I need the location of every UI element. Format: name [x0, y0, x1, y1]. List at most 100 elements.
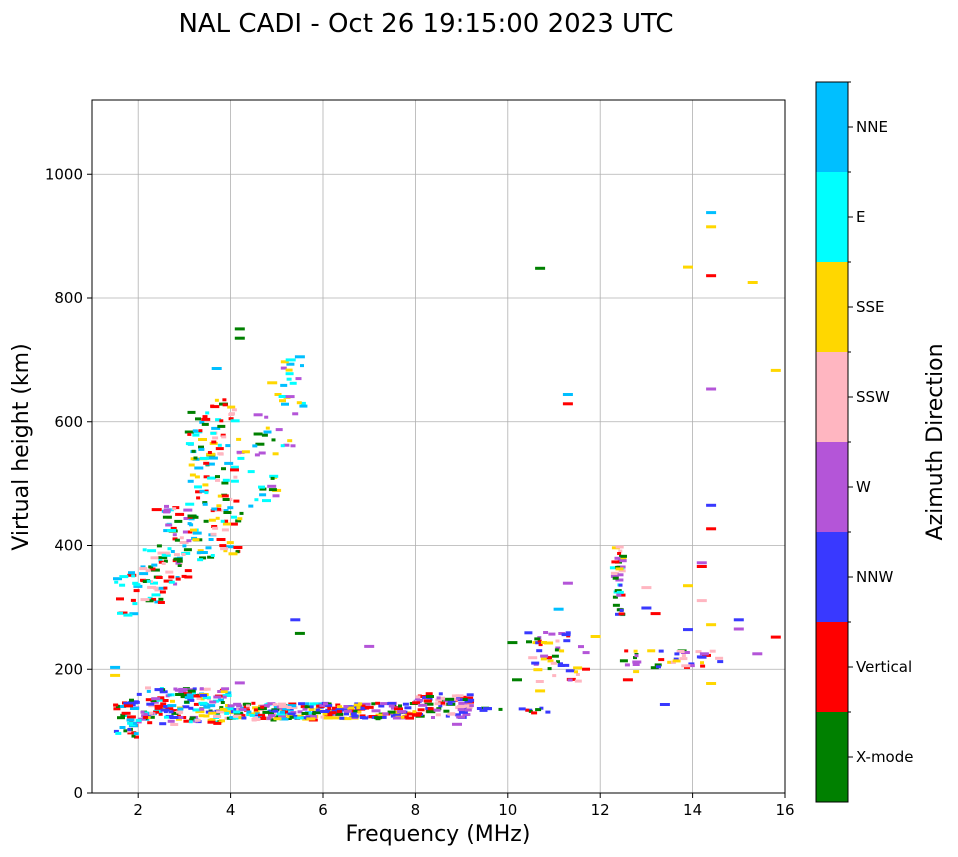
echo-point [554, 648, 559, 652]
echo-point [230, 468, 239, 472]
echo-point [438, 692, 443, 696]
echo-point [184, 700, 190, 704]
echo-point [224, 461, 234, 465]
echo-point [203, 461, 210, 465]
echo-point [565, 631, 571, 635]
echo-point [534, 637, 541, 641]
echo-point [288, 702, 297, 706]
echo-point [203, 714, 210, 718]
echo-point [175, 561, 181, 565]
echo-point [221, 528, 229, 532]
echo-point [186, 539, 192, 543]
echo-point [458, 710, 468, 714]
echo-point [198, 701, 208, 705]
echo-point [202, 502, 208, 506]
echo-point [260, 717, 266, 720]
echo-point [696, 565, 707, 568]
echo-point [182, 530, 188, 534]
echo-point [139, 567, 148, 571]
echo-point [127, 729, 132, 733]
echo-point [173, 557, 183, 561]
echo-point [150, 699, 157, 702]
echo-point [412, 710, 417, 714]
echo-point [221, 481, 229, 485]
echo-point [113, 707, 121, 711]
echo-point [170, 699, 175, 703]
echo-point [140, 598, 150, 602]
echo-point [215, 478, 220, 482]
echo-point [196, 697, 204, 701]
echo-point [209, 700, 217, 704]
echo-point [323, 702, 329, 706]
y-axis-ticks: 0 200 400 600 800 1000 [45, 165, 92, 802]
echo-point [120, 713, 126, 717]
echo-point [545, 710, 551, 714]
echo-point [615, 545, 624, 549]
echo-point [233, 546, 243, 549]
echo-point [143, 579, 151, 583]
echo-point [343, 705, 349, 708]
echo-point [464, 708, 472, 712]
echo-point [706, 682, 717, 685]
echo-point [214, 398, 219, 402]
echo-point [239, 511, 244, 515]
echo-point [561, 633, 571, 637]
colorbar-label: Azimuth Direction [923, 343, 948, 540]
echo-point [431, 716, 435, 719]
echo-point [205, 546, 212, 550]
echo-point [280, 444, 285, 448]
echo-point [158, 712, 163, 716]
echo-point [447, 702, 453, 706]
echo-point [213, 721, 222, 725]
echo-point [187, 522, 192, 526]
echo-point [362, 716, 369, 720]
echo-point [689, 664, 695, 668]
echo-point [267, 484, 277, 488]
echo-point [624, 649, 629, 653]
echo-point [417, 708, 425, 712]
echo-point [181, 551, 191, 555]
echo-point [208, 456, 218, 460]
echo-point [747, 281, 758, 284]
colorbar-segment [816, 622, 848, 712]
echo-point [535, 641, 542, 645]
echo-point [211, 426, 221, 430]
echo-point [296, 401, 302, 405]
echo-point [300, 364, 304, 368]
echo-point [221, 435, 227, 439]
echo-point [168, 575, 175, 579]
echo-point [167, 704, 177, 708]
echo-point [176, 559, 183, 563]
echo-point [632, 663, 640, 666]
echo-point [127, 728, 132, 732]
echo-point [305, 714, 313, 718]
echo-point [706, 527, 717, 531]
echo-point [531, 661, 540, 665]
echo-point [165, 570, 174, 574]
echo-point [151, 508, 162, 512]
x-tick-label: 4 [226, 801, 236, 819]
echo-point [575, 673, 580, 676]
echo-point [231, 408, 237, 412]
echo-point [192, 433, 200, 437]
echo-point [292, 714, 298, 718]
echo-point [207, 555, 215, 559]
echo-point [222, 398, 227, 402]
x-tick-label: 16 [775, 801, 794, 819]
echo-point [223, 708, 228, 712]
echo-point [241, 716, 247, 720]
echo-point [285, 717, 292, 720]
echo-point [237, 517, 243, 521]
echo-point [525, 708, 530, 712]
echo-point [217, 507, 222, 511]
echo-point [225, 545, 234, 549]
echo-point [574, 670, 578, 674]
echo-point [616, 565, 626, 569]
echo-point [232, 716, 239, 720]
echo-point [540, 654, 549, 658]
echo-point [161, 562, 166, 565]
echo-point [234, 336, 245, 340]
y-tick-label: 800 [54, 289, 83, 307]
echo-point [353, 703, 361, 707]
echo-point [162, 515, 172, 519]
